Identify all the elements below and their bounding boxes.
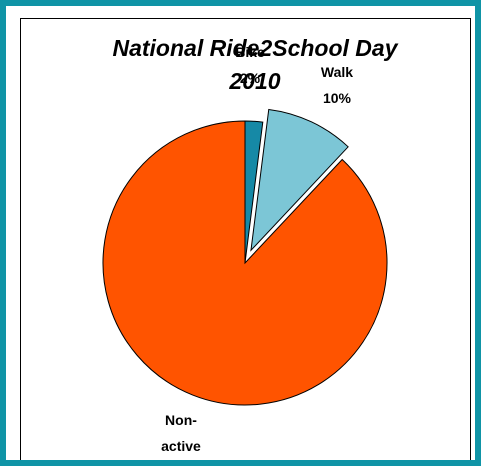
pie-slices [102,108,388,406]
slice-label-walk: Walk 10% [321,64,353,106]
slice-label-non: Non-active88% [161,412,201,466]
pie-slice-non [102,120,388,406]
slice-label-line: active [161,438,201,454]
pie-chart: Bike 2% Walk 10% Non-active88% National Ride… [102,35,399,466]
chart-title-line-2: 2010 [228,68,280,94]
slice-label-line: 10% [323,90,352,106]
chart-area: Bike 2% Walk 10% Non-active88% National Ride… [20,18,471,466]
slice-label-line: Bike [235,44,265,60]
slice-label-line: Walk [321,64,353,80]
slice-labels: Bike 2% Walk 10% Non-active88% [161,44,353,466]
pie-slice-walk [250,108,349,252]
chart-title-line-1: National Ride2School Day [112,35,398,61]
slice-label-line: Non- [165,412,197,428]
slice-label-bike: Bike 2% [235,44,265,86]
slice-label-line: 2% [240,70,261,86]
